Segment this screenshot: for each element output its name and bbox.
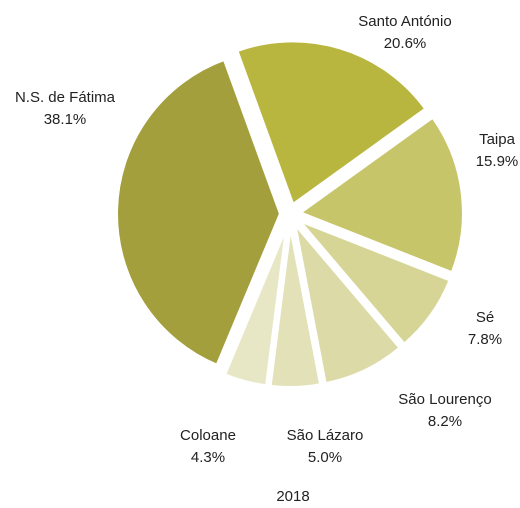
slice-value-label: 38.1%	[44, 111, 87, 128]
slice-label: São Lázaro	[287, 427, 364, 444]
slice-value-label: 8.2%	[428, 413, 462, 430]
pie-slice	[294, 113, 466, 277]
slice-label: São Lourenço	[398, 391, 491, 408]
pie-slice	[233, 38, 430, 209]
slice-label: Sé	[476, 309, 494, 326]
slice-value-label: 15.9%	[476, 153, 519, 170]
slice-value-label: 5.0%	[308, 449, 342, 466]
chart-title: 2018	[276, 488, 309, 505]
slice-value-label: 7.8%	[468, 331, 502, 348]
pie-slice	[114, 56, 284, 369]
slice-label: N.S. de Fátima	[15, 89, 116, 106]
slice-value-label: 4.3%	[191, 449, 225, 466]
pie-slice	[267, 222, 324, 390]
pie-slice	[295, 217, 454, 348]
slice-label: Coloane	[180, 427, 236, 444]
pie-slice	[290, 215, 404, 387]
slice-label: Taipa	[479, 131, 516, 148]
slice-label: Santo António	[358, 13, 451, 30]
pie-slice	[221, 221, 290, 389]
slice-value-label: 20.6%	[384, 35, 427, 52]
